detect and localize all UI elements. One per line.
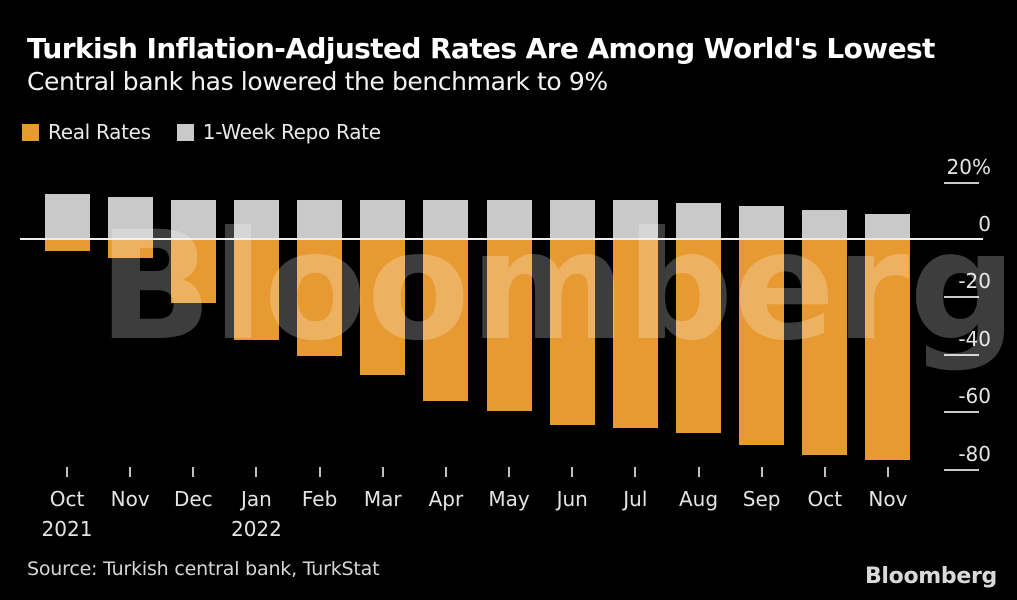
x-tick-6 xyxy=(444,467,447,477)
bar-real-2 xyxy=(170,240,216,304)
bar-repo-1 xyxy=(107,196,153,240)
real-rates-swatch xyxy=(22,123,39,141)
bar-repo-6 xyxy=(423,199,469,240)
y-label--20: -20 xyxy=(958,269,991,294)
y-tick--20 xyxy=(944,296,979,299)
bar-repo-2 xyxy=(170,199,216,240)
bar-repo-9 xyxy=(612,199,658,240)
x-label-month: Nov xyxy=(110,487,150,511)
bar-real-6 xyxy=(423,240,469,401)
bar-real-8 xyxy=(549,240,595,426)
bar-real-0 xyxy=(44,240,90,252)
x-tick-8 xyxy=(571,467,574,477)
x-label-month: Mar xyxy=(363,487,402,511)
x-label-month: Sep xyxy=(742,487,781,511)
zero-axis-line xyxy=(20,238,983,240)
bar-repo-11 xyxy=(739,205,785,240)
bar-repo-7 xyxy=(486,199,532,240)
x-label-year: 2021 xyxy=(41,517,93,541)
x-tick-2 xyxy=(192,467,195,477)
x-tick-0 xyxy=(66,467,68,477)
page-title: Turkish Inflation-Adjusted Rates Are Amo… xyxy=(27,32,935,65)
bar-real-1 xyxy=(107,240,153,259)
x-label-month: Oct xyxy=(49,487,85,511)
x-tick-9 xyxy=(634,467,637,477)
bar-real-11 xyxy=(739,240,785,446)
x-tick-13 xyxy=(886,467,889,477)
bar-real-13 xyxy=(865,240,911,460)
legend-item-real-rates: Real Rates xyxy=(22,120,151,144)
x-label-month: Oct xyxy=(807,487,843,511)
bar-real-9 xyxy=(612,240,658,429)
x-label-month: Aug xyxy=(678,487,719,511)
y-tick--40 xyxy=(944,353,979,356)
x-label-month: Jul xyxy=(623,487,648,511)
x-label-year: 2022 xyxy=(230,517,282,541)
x-label-month: Jun xyxy=(556,487,588,511)
x-label-month: Jan xyxy=(241,487,272,511)
x-tick-11 xyxy=(760,467,763,477)
x-tick-1 xyxy=(129,467,132,477)
y-tick--80 xyxy=(944,468,979,471)
repo-rate-swatch xyxy=(176,123,194,141)
bar-repo-4 xyxy=(297,199,343,240)
y-tick-20 xyxy=(944,181,979,184)
y-label--80: -80 xyxy=(958,441,991,466)
page-subtitle: Central bank has lowered the benchmark t… xyxy=(27,67,608,96)
bar-real-4 xyxy=(297,240,343,356)
bar-real-3 xyxy=(233,240,279,340)
bar-repo-12 xyxy=(802,209,848,240)
bar-repo-0 xyxy=(44,194,90,240)
x-label-month: Dec xyxy=(173,487,213,511)
x-tick-4 xyxy=(318,467,321,477)
bar-repo-10 xyxy=(676,202,721,240)
bar-repo-5 xyxy=(360,199,406,240)
bar-repo-8 xyxy=(549,199,595,240)
x-tick-3 xyxy=(255,467,258,477)
y-label-0: 0 xyxy=(978,212,991,236)
bar-repo-3 xyxy=(233,199,279,240)
bar-real-12 xyxy=(802,240,848,456)
legend-label-real-rates: Real Rates xyxy=(48,120,151,144)
x-label-month: May xyxy=(488,487,530,511)
source-note: Source: Turkish central bank, TurkStat xyxy=(27,558,380,580)
bar-repo-13 xyxy=(865,214,911,240)
legend-label-repo-rate: 1-Week Repo Rate xyxy=(202,120,381,144)
bloomberg-logo: Bloomberg xyxy=(864,564,997,589)
bar-real-10 xyxy=(676,240,721,433)
x-label-month: Nov xyxy=(868,487,908,511)
x-tick-10 xyxy=(697,467,700,477)
x-label-month: Feb xyxy=(301,487,338,511)
y-tick--60 xyxy=(944,411,979,414)
legend-item-repo-rate: 1-Week Repo Rate xyxy=(176,120,381,144)
x-tick-12 xyxy=(823,467,826,477)
y-label-20: 20% xyxy=(946,154,991,179)
x-label-month: Apr xyxy=(428,487,464,511)
bar-real-5 xyxy=(360,240,406,376)
legend: Real Rates 1-Week Repo Rate xyxy=(22,120,381,144)
x-tick-7 xyxy=(508,467,511,477)
bar-real-7 xyxy=(486,240,532,411)
y-label--60: -60 xyxy=(958,384,991,409)
x-tick-5 xyxy=(381,467,384,477)
y-label--40: -40 xyxy=(958,326,991,351)
